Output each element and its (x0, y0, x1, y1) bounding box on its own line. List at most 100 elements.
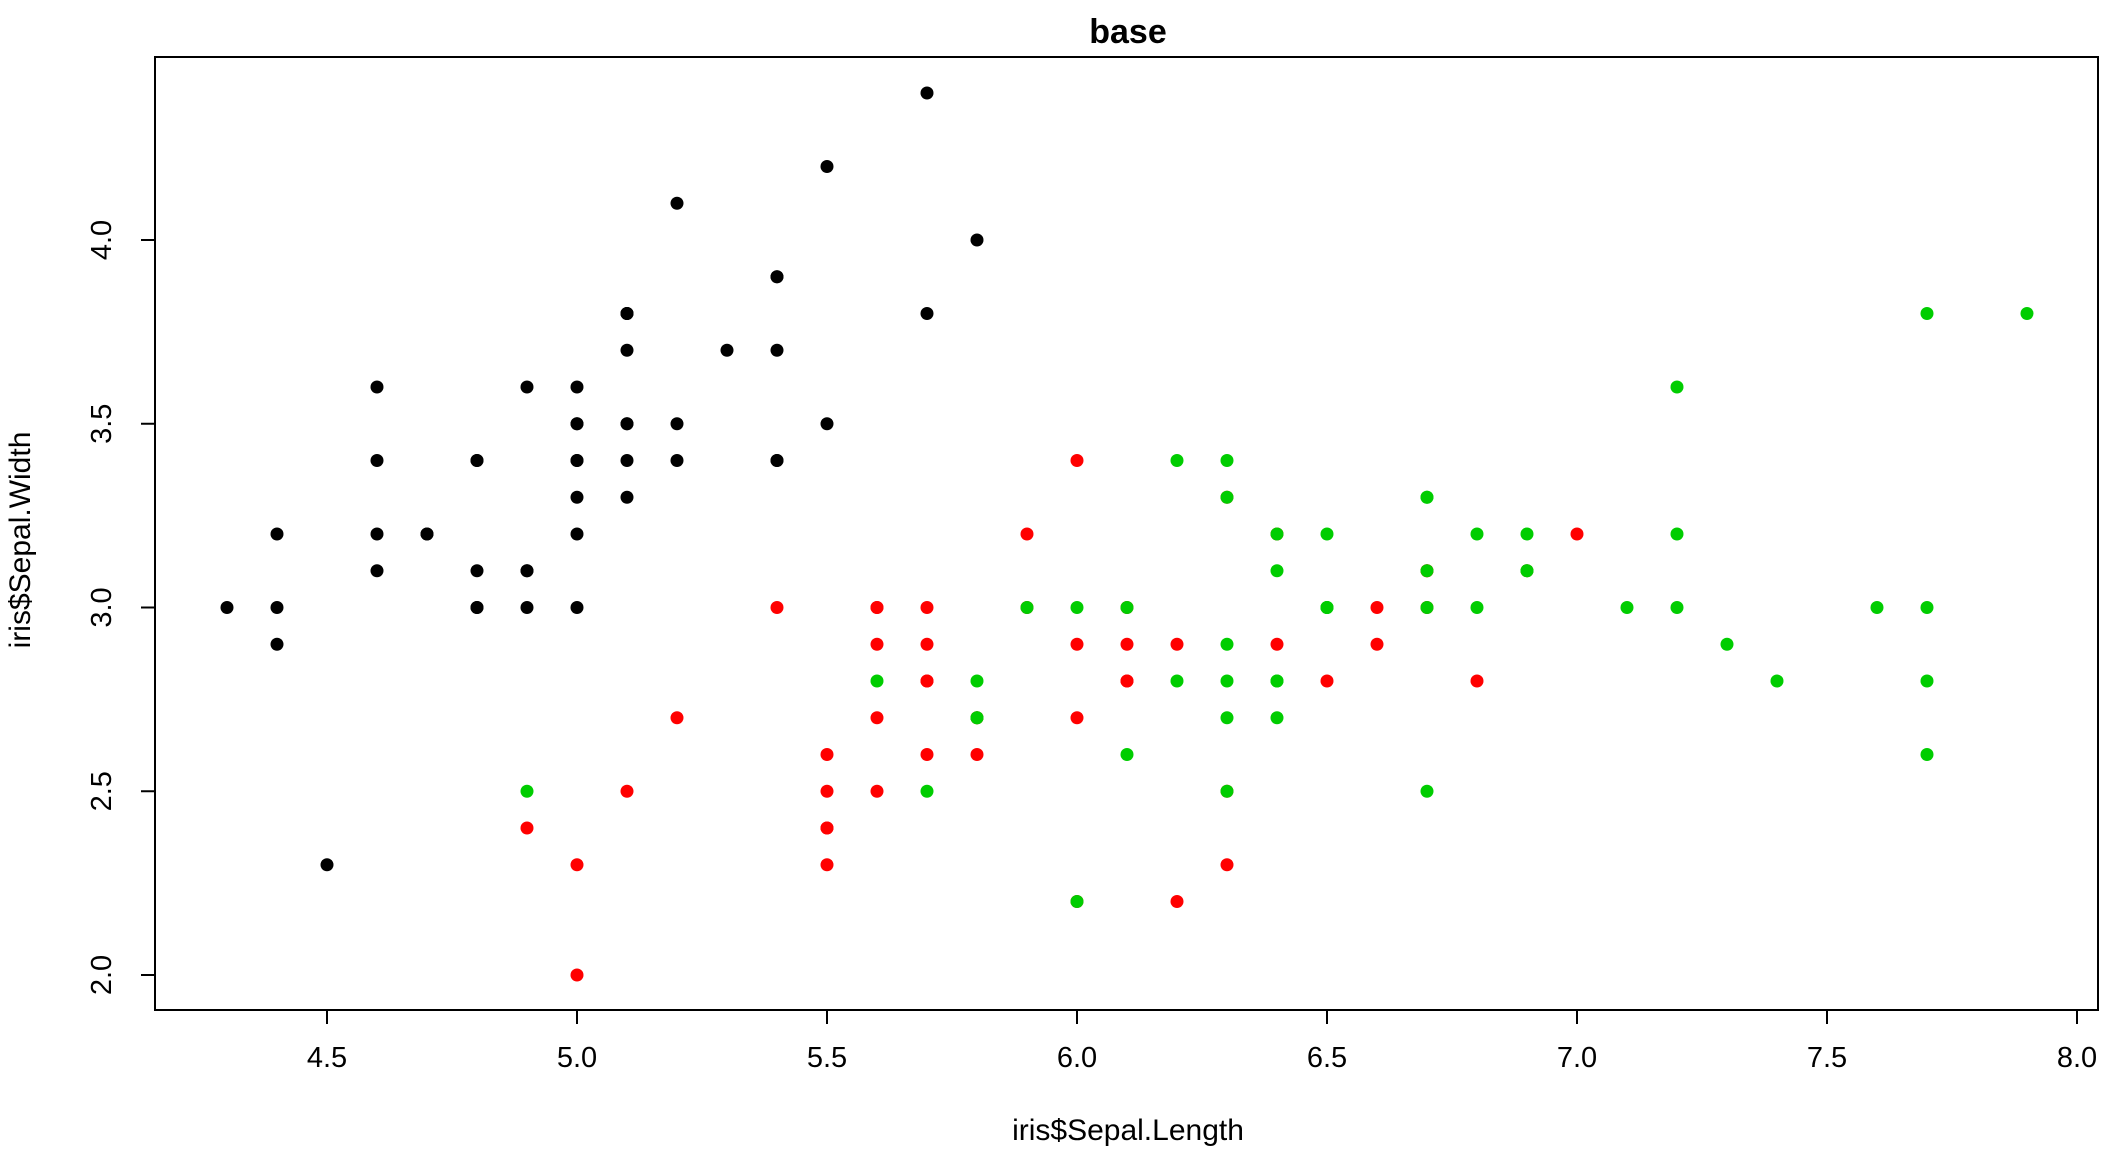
data-point (570, 380, 584, 394)
data-point (920, 784, 934, 798)
data-point (1220, 674, 1234, 688)
data-point (1220, 858, 1234, 872)
data-point (620, 490, 634, 504)
data-point (620, 343, 634, 357)
data-point (1070, 637, 1084, 651)
data-point (1170, 674, 1184, 688)
data-point (1070, 454, 1084, 467)
x-tick-label: 6.5 (1307, 1042, 1347, 1074)
data-point (520, 821, 534, 835)
x-tick-label: 7.0 (1557, 1042, 1597, 1074)
data-point (270, 527, 284, 541)
data-point (2020, 307, 2034, 320)
data-point (820, 784, 834, 798)
data-point (1670, 380, 1684, 394)
data-point (470, 454, 484, 467)
data-point (570, 527, 584, 541)
data-point (1270, 564, 1284, 578)
data-point (1020, 601, 1034, 614)
data-point (1070, 711, 1084, 725)
data-point (1770, 674, 1784, 688)
data-point (370, 527, 384, 541)
data-point (470, 601, 484, 614)
data-point (1170, 895, 1184, 908)
data-point (820, 858, 834, 872)
data-point (370, 454, 384, 467)
data-point (870, 637, 884, 651)
x-tick-label: 8.0 (2057, 1042, 2097, 1074)
y-tick-label: 2.0 (86, 955, 118, 995)
data-point (970, 674, 984, 688)
data-point (570, 454, 584, 467)
data-point (1570, 527, 1584, 541)
data-point (670, 196, 684, 210)
data-point (720, 343, 734, 357)
data-point (770, 601, 784, 614)
data-point (1470, 674, 1484, 688)
data-point (1020, 527, 1034, 541)
data-point (520, 784, 534, 798)
data-point (820, 417, 834, 431)
data-point (520, 380, 534, 394)
data-point (1320, 674, 1334, 688)
data-point (620, 417, 634, 431)
y-tick-label: 4.0 (86, 220, 118, 260)
data-point (1470, 601, 1484, 614)
data-point (570, 417, 584, 431)
data-point (1120, 601, 1134, 614)
data-point (620, 784, 634, 798)
data-point (570, 601, 584, 614)
data-point (1420, 490, 1434, 504)
plot-frame (154, 56, 2099, 1011)
data-point (920, 601, 934, 614)
data-point (1920, 748, 1934, 761)
data-point (1270, 637, 1284, 651)
data-point (820, 821, 834, 835)
data-point (1720, 637, 1734, 651)
data-point (1420, 564, 1434, 578)
y-axis-label: iris$Sepal.Width (4, 432, 37, 649)
data-point (1520, 527, 1534, 541)
data-point (1670, 527, 1684, 541)
data-point (1220, 637, 1234, 651)
data-point (870, 674, 884, 688)
data-point (870, 784, 884, 798)
data-point (1320, 601, 1334, 614)
data-point (1120, 748, 1134, 761)
data-point (920, 86, 934, 100)
y-tick-label: 3.5 (86, 404, 118, 444)
x-axis: 4.5 5.0 5.5 6.0 6.5 7.0 7.5 8.0 (307, 1009, 2097, 1074)
x-tick-label: 7.5 (1807, 1042, 1847, 1074)
data-point (1370, 637, 1384, 651)
data-point (1070, 601, 1084, 614)
x-tick-label: 4.5 (307, 1042, 347, 1074)
data-point (1220, 784, 1234, 798)
data-point (770, 454, 784, 467)
y-axis: 2.0 2.5 3.0 3.5 4.0 (86, 220, 156, 995)
data-point (1320, 527, 1334, 541)
data-point (1420, 784, 1434, 798)
data-point (1270, 674, 1284, 688)
data-point (1920, 307, 1934, 320)
data-point (870, 601, 884, 614)
data-point (570, 858, 584, 872)
data-point (920, 637, 934, 651)
data-point (270, 601, 284, 614)
data-point (770, 343, 784, 357)
data-point (520, 564, 534, 578)
data-point (970, 748, 984, 761)
data-point (270, 637, 284, 651)
data-point (1270, 711, 1284, 725)
data-point (370, 380, 384, 394)
data-point (520, 601, 534, 614)
data-point (620, 307, 634, 320)
data-point (1120, 674, 1134, 688)
data-point (1870, 601, 1884, 614)
data-point (1470, 527, 1484, 541)
data-point (970, 233, 984, 247)
data-point (670, 417, 684, 431)
data-point (1070, 895, 1084, 908)
data-point (670, 711, 684, 725)
data-point (1670, 601, 1684, 614)
data-point (1520, 564, 1534, 578)
